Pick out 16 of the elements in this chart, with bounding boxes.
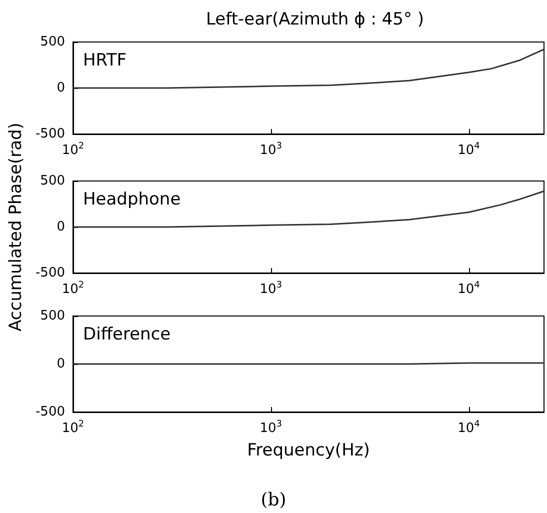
y-tick-label: 0 xyxy=(56,80,65,96)
annotation: HRTF xyxy=(83,50,127,70)
annotation: Headphone xyxy=(83,190,181,210)
y-axis-title: Accumulated Phase(rad) xyxy=(6,122,26,332)
y-tick-label: -500 xyxy=(35,126,65,142)
y-tick-label: 500 xyxy=(40,34,65,50)
y-tick-label: 0 xyxy=(56,220,65,234)
y-tick-label: 0 xyxy=(56,356,65,372)
y-tick-label: -500 xyxy=(35,404,65,420)
chart-title: Left-ear(Azimuth ϕ : 45° ) xyxy=(206,10,424,30)
y-tick-label: 500 xyxy=(40,174,65,188)
annotation: Difference xyxy=(83,324,171,344)
x-axis-title: Frequency(Hz) xyxy=(247,440,370,460)
text: (b) xyxy=(260,490,286,510)
y-tick-label: 500 xyxy=(40,308,65,324)
y-tick-label: -500 xyxy=(35,266,65,280)
